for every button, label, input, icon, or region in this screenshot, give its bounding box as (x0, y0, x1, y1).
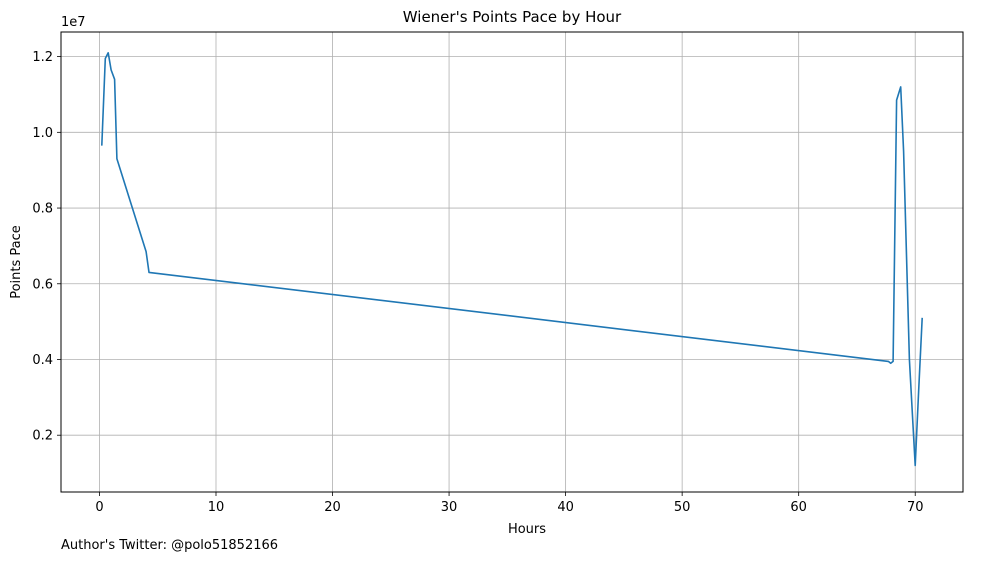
y-tick-label: 1.2 (32, 50, 53, 65)
x-tick-label: 70 (907, 500, 924, 515)
x-axis-title: Hours (508, 522, 546, 537)
data-point (899, 85, 902, 88)
y-tick-label: 0.8 (32, 202, 53, 217)
grid-layer (61, 32, 963, 492)
y-tick-label: 0.6 (32, 277, 53, 292)
data-point (147, 271, 150, 274)
data-point (902, 150, 905, 153)
author-twitter-note: Author's Twitter: @polo51852166 (61, 538, 279, 553)
tick-layer: 0 10 20 30 40 50 60 70 0.2 0.4 0.6 0.8 1.0 1.2 (32, 50, 923, 515)
x-tick-label: 0 (95, 500, 103, 515)
plot-frame (60, 31, 964, 493)
x-tick-label: 20 (324, 500, 341, 515)
y-tick-label: 1.0 (32, 126, 53, 141)
data-point (887, 360, 890, 363)
data-point (113, 78, 116, 81)
x-tick-label: 60 (790, 500, 807, 515)
x-tick-label: 10 (208, 500, 225, 515)
y-tick-label: 0.4 (32, 353, 53, 368)
y-axis-title: Points Pace (9, 225, 24, 299)
data-point (914, 464, 917, 467)
y-offset-label: 1e7 (61, 15, 86, 30)
series-layer (100, 51, 924, 467)
data-point (104, 57, 107, 60)
chart-title: Wiener's Points Pace by Hour (403, 8, 622, 26)
x-tick-label: 40 (557, 500, 574, 515)
data-point (908, 358, 911, 361)
data-point (110, 68, 113, 71)
data-point (892, 360, 895, 363)
data-point (921, 316, 924, 319)
data-point (100, 144, 103, 147)
series-line (101, 51, 923, 467)
data-point (107, 51, 110, 54)
x-tick-label: 50 (674, 500, 691, 515)
data-point (115, 157, 118, 160)
y-tick-label: 0.2 (32, 429, 53, 444)
data-point (145, 250, 148, 253)
data-point (889, 362, 892, 365)
data-point (917, 388, 920, 391)
data-point (895, 99, 898, 102)
x-tick-label: 30 (441, 500, 458, 515)
